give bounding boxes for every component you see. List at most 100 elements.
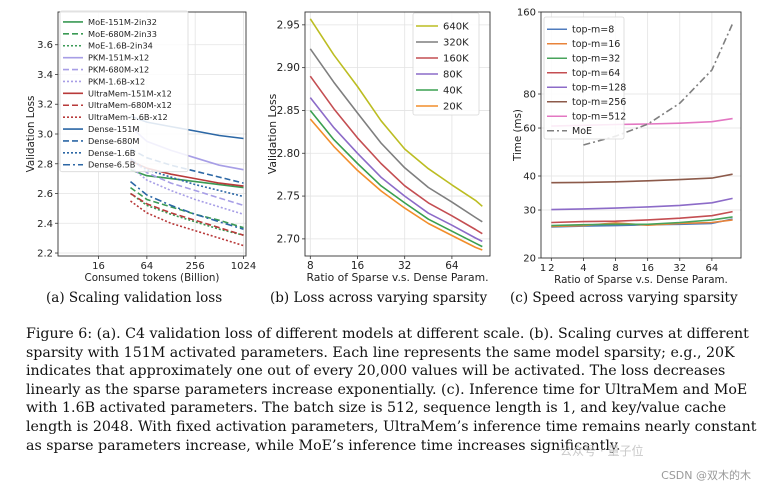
- y-tick-label: 2.90: [277, 62, 300, 74]
- x-tick-label: 8: [307, 260, 314, 272]
- x-tick-label: 64: [140, 261, 153, 272]
- caption-line: length is 2048. With fixed activation pa…: [26, 418, 757, 435]
- y-tick-label: 2.2: [37, 249, 53, 260]
- series-line: [129, 166, 244, 216]
- y-tick-label: 3.6: [37, 40, 53, 51]
- legend-label: top-m=8: [572, 25, 614, 36]
- legend-label: top-m=512: [572, 112, 626, 123]
- y-tick-label: 30: [523, 206, 536, 217]
- watermark: 公众号 · 量子位: [560, 444, 644, 458]
- subcaption-a: (a) Scaling validation loss: [46, 290, 223, 306]
- legend-label: MoE-1.6B-2in34: [88, 41, 153, 51]
- series-line: [309, 97, 483, 243]
- legend-label: UltraMem-151M-x12: [88, 88, 172, 98]
- y-tick-label: 2.75: [277, 191, 300, 203]
- caption-line: sparsity with 151M activated parameters.…: [26, 344, 735, 361]
- legend-label: MoE: [572, 126, 592, 137]
- x-axis-label: Consumed tokens (Billion): [85, 272, 220, 284]
- axes-frame: [304, 11, 491, 257]
- legend-label: PKM-151M-x12: [88, 53, 149, 63]
- series-line: [309, 118, 483, 251]
- legend-label: Dense-1.6B: [88, 148, 136, 158]
- legend-box: [543, 16, 625, 140]
- series-line: [551, 173, 733, 184]
- series-line: [551, 219, 733, 228]
- y-tick-label: 20: [523, 254, 536, 265]
- y-tick-label: 2.95: [277, 19, 300, 31]
- series-line: [130, 192, 244, 236]
- caption-line: with 1.6B activated parameters. The batc…: [26, 400, 727, 417]
- legend-label: 640K: [443, 22, 469, 33]
- legend-label: MoE-680M-2in33: [88, 29, 157, 39]
- subcaption-b: (b) Loss across varying sparsity: [270, 290, 488, 306]
- x-tick-label: 8: [612, 263, 618, 274]
- series-line: [309, 109, 483, 248]
- y-tick-label: 2.80: [277, 148, 300, 160]
- y-tick-label: 3.4: [37, 70, 53, 81]
- x-tick-label: 32: [398, 260, 411, 272]
- y-tick-label: 60: [523, 124, 536, 135]
- series-line: [130, 200, 244, 247]
- y-axis-label: Time (ms): [512, 109, 524, 162]
- subcaption-c: (c) Speed across varying sparsity: [510, 290, 738, 306]
- y-tick-label: 2.8: [37, 159, 53, 170]
- legend-label: 160K: [443, 54, 469, 65]
- caption-line: indicates that approximately one out of …: [26, 363, 726, 380]
- y-tick-label: 80: [523, 90, 536, 101]
- y-axis-label: Validation Loss: [25, 96, 37, 173]
- figure-charts: 16 64 256 1024 2.2 2.4 2.6 2.8 3.0 3.2 3.4 3.6 Consu…: [25, 8, 742, 286]
- series-line: [551, 197, 733, 211]
- x-tick-label: 2: [548, 263, 554, 274]
- x-tick-label: 32: [673, 263, 686, 274]
- y-tick-label: 2.4: [37, 219, 53, 230]
- legend-label: top-m=16: [572, 39, 620, 50]
- legend-label: top-m=64: [572, 68, 620, 79]
- legend-label: 80K: [443, 70, 463, 81]
- y-tick-label: 40: [523, 172, 536, 183]
- y-tick-label: 2.6: [37, 189, 53, 200]
- legend-label: Dense-6.5B: [88, 160, 136, 170]
- legend-label: top-m=32: [572, 54, 620, 65]
- x-tick-label: 16: [92, 261, 105, 272]
- y-tick-label: 2.70: [277, 233, 300, 245]
- x-tick-label: 64: [445, 260, 459, 272]
- x-tick-label: 64: [706, 263, 719, 274]
- series-line: [551, 210, 733, 224]
- x-tick-label: 1024: [231, 261, 256, 272]
- series-line: [583, 23, 734, 146]
- x-tick-label: 4: [580, 263, 586, 274]
- y-tick-label: 160: [517, 8, 536, 19]
- legend-label: 320K: [443, 38, 469, 49]
- x-axis-label: Ratio of Sparse v.s. Dense Param.: [306, 271, 488, 284]
- x-tick-label: 16: [351, 260, 365, 272]
- legend-label: Dense-680M: [88, 136, 139, 146]
- legend-label: 40K: [443, 86, 463, 97]
- chart-b: 8 16 32 64 2.70 2.75 2.80 2.85 2.90 2.95 Ratio of …: [266, 11, 491, 284]
- legend-label: Dense-151M: [88, 124, 139, 134]
- x-tick-label: 16: [641, 263, 654, 274]
- x-tick-label: 256: [186, 261, 205, 272]
- y-axis-label: Validation Loss: [266, 93, 279, 174]
- figure-caption: Figure 6: (a). C4 validation loss of dif…: [26, 325, 757, 455]
- y-tick-label: 2.85: [277, 105, 300, 117]
- csdn-tag: CSDN @双木的木: [661, 469, 751, 482]
- legend-label: top-m=256: [572, 97, 626, 108]
- series-line: [129, 180, 244, 230]
- legend-label: UltraMem-680M-x12: [88, 100, 172, 110]
- axes-frame: [540, 11, 742, 259]
- legend-label: MoE-151M-2in32: [88, 17, 157, 27]
- x-axis-label: Ratio of Sparse v.s. Dense Param.: [554, 274, 728, 286]
- series-line: [309, 75, 483, 235]
- legend-label: top-m=128: [572, 83, 626, 94]
- legend-label: 20K: [443, 102, 463, 113]
- chart-c: 2 4 8 16 32 64 1 20 30 40 60 80 160 Ratio of Sparse v…: [512, 8, 742, 286]
- caption-line: as sparse parameters increase, while MoE…: [26, 437, 621, 454]
- caption-line: linearly as the sparse parameters increa…: [26, 381, 748, 398]
- y-tick-label: 3.0: [37, 130, 53, 141]
- legend-label: UltraMem-1.6B-x12: [88, 112, 168, 122]
- series-line: [309, 18, 483, 207]
- series-line: [551, 216, 733, 227]
- chart-a: 16 64 256 1024 2.2 2.4 2.6 2.8 3.0 3.2 3.4 3.6 Consu…: [25, 10, 256, 284]
- legend-label: PKM-1.6B-x12: [88, 76, 145, 86]
- x-tick-label: 1: [540, 263, 546, 274]
